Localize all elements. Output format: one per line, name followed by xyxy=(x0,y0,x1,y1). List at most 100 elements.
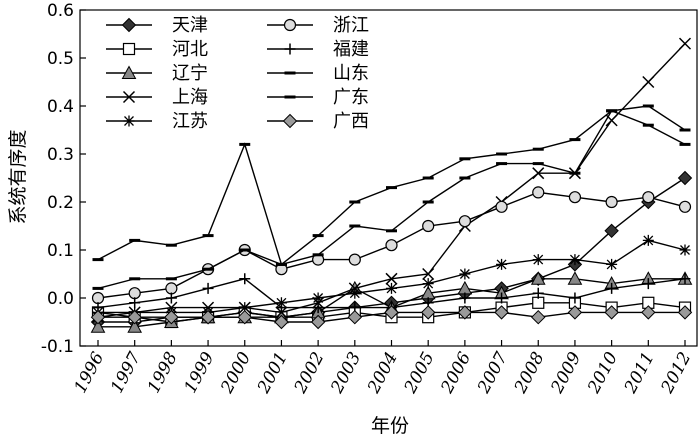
data-point xyxy=(349,287,361,299)
data-point xyxy=(386,282,397,294)
data-point xyxy=(239,273,251,285)
data-point xyxy=(496,258,508,270)
legend-marker xyxy=(123,115,135,127)
legend-item: 天津 xyxy=(106,15,208,36)
legend-marker xyxy=(283,18,297,32)
legend-marker xyxy=(122,90,136,104)
y-tick-label: 0.1 xyxy=(47,241,74,261)
y-axis-label: 系统有序度 xyxy=(7,129,29,224)
data-point xyxy=(164,309,179,325)
data-point xyxy=(422,219,435,233)
data-point xyxy=(312,292,324,304)
data-point xyxy=(90,309,106,325)
data-point xyxy=(310,314,326,330)
data-point xyxy=(606,258,618,270)
data-point xyxy=(532,186,545,199)
data-point xyxy=(385,239,398,252)
data-point xyxy=(677,170,693,186)
data-point xyxy=(569,292,581,304)
data-point xyxy=(274,314,289,330)
data-point xyxy=(422,267,435,281)
y-tick-label: 0.0 xyxy=(47,289,74,309)
data-point xyxy=(239,302,251,314)
data-point xyxy=(531,309,546,325)
data-point xyxy=(312,302,324,314)
legend-item: 广东 xyxy=(267,87,369,108)
legend-label: 广东 xyxy=(333,87,369,108)
data-point xyxy=(348,253,361,266)
y-tick-label: 0.4 xyxy=(47,97,74,117)
legend-marker xyxy=(121,65,137,79)
legend-item: 上海 xyxy=(106,87,208,108)
series-8 xyxy=(92,104,691,290)
data-point xyxy=(129,297,141,309)
data-point xyxy=(90,319,106,333)
data-point xyxy=(642,278,654,290)
legend-item: 辽宁 xyxy=(106,63,208,84)
legend-item: 河北 xyxy=(106,39,208,60)
legend-label: 浙江 xyxy=(333,15,369,36)
legend-marker xyxy=(121,17,137,33)
legend-item: 江苏 xyxy=(106,111,208,132)
x-axis-label: 年份 xyxy=(371,415,409,437)
data-point xyxy=(202,282,214,294)
data-point xyxy=(458,215,471,228)
y-tick-label: 0.3 xyxy=(47,145,74,165)
legend-marker xyxy=(282,113,298,129)
legend-item: 福建 xyxy=(267,39,369,60)
data-point xyxy=(530,271,546,285)
legend-label: 广西 xyxy=(333,111,369,132)
data-point xyxy=(605,195,618,209)
data-point xyxy=(532,254,544,266)
legend-label: 福建 xyxy=(333,39,369,60)
series-group xyxy=(90,37,693,333)
data-point xyxy=(459,268,471,280)
data-point xyxy=(567,305,583,320)
data-point xyxy=(128,287,141,300)
data-point xyxy=(642,75,655,89)
y-tick-label: -0.1 xyxy=(41,337,74,357)
data-point xyxy=(604,305,619,320)
data-point xyxy=(532,287,544,299)
data-point xyxy=(568,191,582,204)
data-point xyxy=(457,305,473,320)
data-point xyxy=(200,309,216,325)
data-point xyxy=(459,292,471,304)
legend-marker xyxy=(122,42,136,56)
data-point xyxy=(679,273,691,285)
data-point xyxy=(165,292,177,304)
data-point xyxy=(641,305,656,320)
data-point xyxy=(237,309,252,325)
legend-item: 山东 xyxy=(267,63,369,84)
data-point xyxy=(532,296,545,309)
data-point xyxy=(385,272,398,285)
data-point xyxy=(496,292,508,304)
y-axis-ticks: -0.1 0.0 0.1 0.2 0.3 0.4 0.5 0.6 xyxy=(41,1,86,357)
legend-label: 山东 xyxy=(333,63,369,84)
data-point xyxy=(384,305,399,320)
series-9 xyxy=(92,109,691,266)
legend-label: 辽宁 xyxy=(172,63,208,84)
data-point xyxy=(567,271,583,285)
data-point xyxy=(494,305,509,320)
data-point xyxy=(677,305,693,320)
legend-item: 广西 xyxy=(267,111,369,132)
data-point xyxy=(679,244,691,256)
y-tick-label: 0.5 xyxy=(47,49,74,69)
data-point xyxy=(127,309,142,325)
data-point xyxy=(420,305,436,320)
data-point xyxy=(642,234,654,246)
data-point xyxy=(127,319,143,333)
data-point xyxy=(422,278,434,290)
legend-marker xyxy=(284,43,296,55)
y-tick-label: 0.2 xyxy=(47,193,74,213)
legend-label: 上海 xyxy=(172,87,208,108)
data-point xyxy=(495,200,508,213)
legend-item: 浙江 xyxy=(267,15,369,36)
series-10 xyxy=(90,305,693,330)
data-point xyxy=(347,309,363,325)
data-point xyxy=(532,167,545,180)
data-point xyxy=(606,282,618,294)
